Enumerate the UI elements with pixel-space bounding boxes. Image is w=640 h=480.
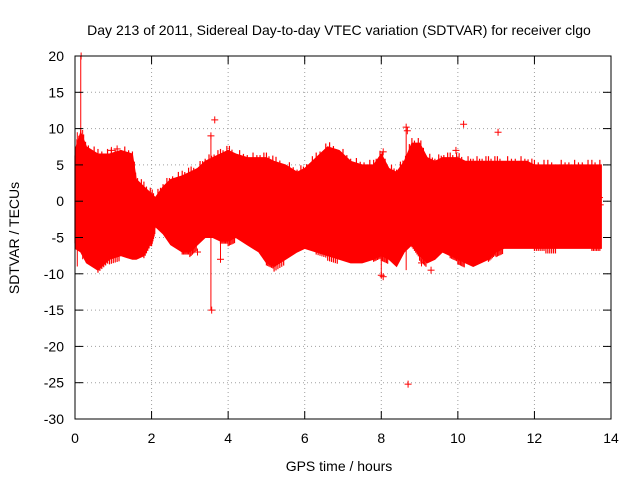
x-tick-label: 0	[71, 430, 79, 446]
data-point	[427, 266, 435, 274]
data-point	[125, 151, 133, 159]
x-tick-label: 4	[224, 430, 232, 446]
data-point	[404, 380, 412, 388]
axes	[74, 55, 612, 420]
x-tick-label: 12	[527, 430, 543, 446]
y-axis-label: SDTVAR / TECUs	[6, 182, 22, 294]
data-point	[207, 132, 215, 140]
x-tick-label: 6	[301, 430, 309, 446]
data-point	[194, 248, 202, 256]
x-tick-label: 14	[603, 430, 619, 446]
data-point	[211, 116, 219, 124]
y-tick-label: 10	[48, 121, 64, 137]
data-point	[462, 248, 470, 256]
x-tick-label: 8	[377, 430, 385, 446]
y-tick-label: -20	[44, 338, 64, 354]
data-point	[379, 148, 387, 156]
y-tick-label: 20	[48, 48, 64, 64]
data-point	[403, 127, 411, 135]
y-tick-label: -30	[44, 411, 64, 427]
y-tick-label: 0	[56, 193, 64, 209]
y-tick-label: -5	[52, 230, 65, 246]
x-axis-label: GPS time / hours	[286, 458, 393, 474]
y-tick-label: -25	[44, 375, 64, 391]
chart-title: Day 213 of 2011, Sidereal Day-to-day VTE…	[87, 22, 591, 38]
data-point	[107, 146, 115, 154]
data-point	[494, 128, 502, 136]
x-tick-label: 10	[450, 430, 466, 446]
data-point	[417, 259, 425, 267]
y-tick-label: -10	[44, 266, 64, 282]
data-point	[454, 252, 462, 260]
data-point	[596, 194, 604, 202]
data-point	[596, 201, 604, 209]
y-tick-label: -15	[44, 302, 64, 318]
data-series	[74, 52, 604, 388]
data-point	[216, 255, 224, 263]
y-tick-labels: 20 15 10 5 0 -5 -10 -15 -20 -25 -30	[44, 48, 64, 427]
y-tick-label: 5	[56, 157, 64, 173]
data-point	[452, 146, 460, 154]
x-tick-label: 2	[148, 430, 156, 446]
data-point	[208, 306, 216, 314]
data-point	[402, 123, 410, 131]
x-tick-labels: 0 2 4 6 8 10 12 14	[71, 430, 619, 446]
y-tick-label: 15	[48, 84, 64, 100]
data-point	[113, 145, 121, 153]
data-point	[460, 120, 468, 128]
data-point	[379, 273, 387, 281]
